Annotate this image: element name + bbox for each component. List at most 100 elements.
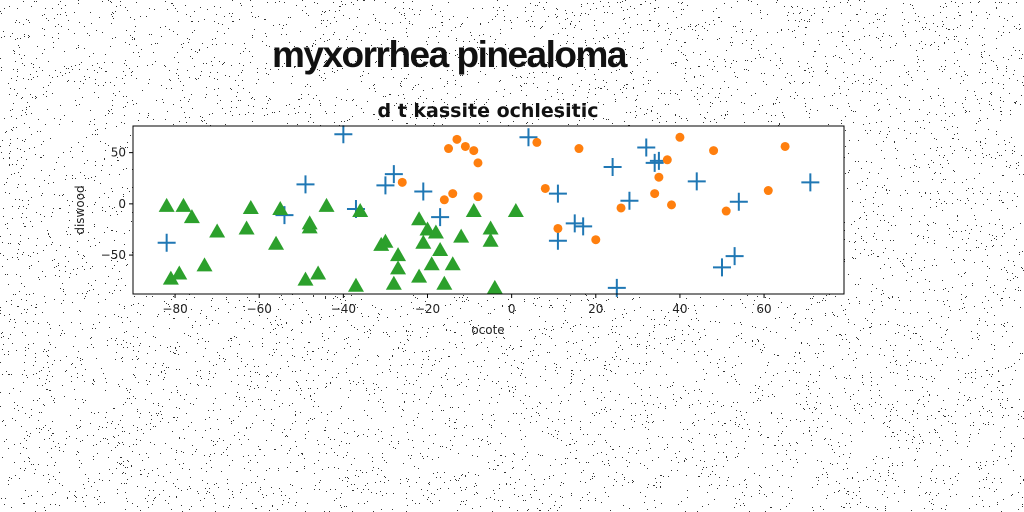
circle-marker <box>469 146 479 156</box>
triangle-marker <box>242 199 259 214</box>
circle-marker <box>616 203 626 213</box>
circle-marker <box>654 172 664 182</box>
circle-marker <box>448 189 458 199</box>
triangle-marker <box>171 265 188 280</box>
triangle-marker <box>196 257 213 272</box>
plus-marker <box>548 231 567 250</box>
y-tick-label: 0 <box>118 197 126 211</box>
data-marks <box>157 125 820 297</box>
circle-marker <box>662 155 672 165</box>
x-tick-label: 20 <box>588 302 603 316</box>
triangle-marker <box>310 265 327 280</box>
circle-marker <box>452 134 462 144</box>
circle-marker <box>397 177 407 187</box>
plus-marker <box>548 184 567 203</box>
x-tick-label: 0 <box>508 302 516 316</box>
triangle-marker <box>419 221 436 236</box>
triangle-marker <box>444 256 461 271</box>
triangle-marker <box>158 197 175 212</box>
y-axis-ticks: 50 0 −50 <box>101 146 133 262</box>
circle-marker <box>650 189 660 199</box>
triangle-marker <box>352 203 369 218</box>
circle-marker <box>540 183 550 193</box>
x-tick-label: −80 <box>162 302 187 316</box>
triangle-marker <box>427 224 444 239</box>
plus-marker <box>334 125 353 144</box>
x-tick-label: 60 <box>756 302 771 316</box>
triangle-marker <box>272 200 289 215</box>
triangle-marker <box>411 268 428 283</box>
plus-marker <box>376 176 395 195</box>
x-tick-label: −20 <box>415 302 440 316</box>
triangle-marker <box>390 247 407 262</box>
circle-marker <box>709 146 719 156</box>
circle-marker <box>439 195 449 205</box>
x-tick-label: −40 <box>331 302 356 316</box>
plus-marker <box>574 217 593 236</box>
triangle-marker <box>347 277 364 292</box>
plot-frame <box>132 125 845 295</box>
triangle-marker <box>486 279 503 294</box>
plus-marker <box>157 233 176 252</box>
triangle-marker <box>390 260 407 275</box>
chart-title: d t kassite ochlesitic <box>377 100 598 122</box>
triangle-marker <box>377 233 394 248</box>
x-axis-label: ocote <box>471 323 504 337</box>
triangle-marker <box>415 234 432 249</box>
circle-marker <box>780 141 790 151</box>
circle-marker <box>675 132 685 142</box>
circle-marker <box>553 223 563 233</box>
triangle-marker <box>482 220 499 235</box>
plus-marker <box>687 172 706 191</box>
plus-marker <box>296 175 315 194</box>
circle-marker <box>532 137 542 147</box>
plus-marker <box>712 258 731 277</box>
page-title: myxorrhea pinealoma <box>272 34 627 75</box>
plus-marker <box>414 182 433 201</box>
triangle-marker <box>301 215 318 230</box>
y-tick-label: 50 <box>111 146 126 160</box>
plus-marker <box>519 128 538 147</box>
circle-marker <box>721 206 731 216</box>
triangle-marker <box>432 241 449 256</box>
plus-marker <box>384 165 403 184</box>
triangle-marker <box>385 275 402 290</box>
triangle-marker <box>465 203 482 218</box>
triangle-marker <box>423 256 440 271</box>
plus-marker <box>431 208 450 227</box>
triangle-marker <box>238 220 255 235</box>
plus-marker <box>801 173 820 192</box>
circle-marker <box>574 144 584 154</box>
circle-marker <box>763 186 773 196</box>
x-axis-ticks: −80 −60 −40 −20 0 20 40 60 <box>162 294 772 316</box>
y-axis-label: diswood <box>73 185 87 234</box>
plus-marker <box>637 138 656 157</box>
plus-marker <box>725 247 744 266</box>
triangle-marker <box>318 197 335 212</box>
triangle-marker <box>175 197 192 212</box>
y-tick-label: −50 <box>101 248 126 262</box>
triangle-marker <box>411 211 428 226</box>
circle-marker <box>473 158 483 168</box>
circle-marker <box>591 235 601 245</box>
x-tick-label: 40 <box>672 302 687 316</box>
plus-marker <box>645 153 664 172</box>
circle-marker <box>444 144 454 154</box>
circle-marker <box>460 141 470 151</box>
triangle-marker <box>268 235 285 250</box>
triangle-marker <box>183 209 200 224</box>
plus-marker <box>729 192 748 211</box>
triangle-marker <box>453 228 470 243</box>
triangle-marker <box>297 271 314 286</box>
plus-marker <box>565 214 584 233</box>
plus-marker <box>603 157 622 176</box>
triangle-marker <box>482 232 499 247</box>
triangle-marker <box>209 223 226 238</box>
plus-marker <box>620 191 639 210</box>
plot-background <box>133 126 844 294</box>
circle-marker <box>667 200 677 210</box>
triangle-marker <box>507 203 524 218</box>
x-tick-label: −60 <box>247 302 272 316</box>
